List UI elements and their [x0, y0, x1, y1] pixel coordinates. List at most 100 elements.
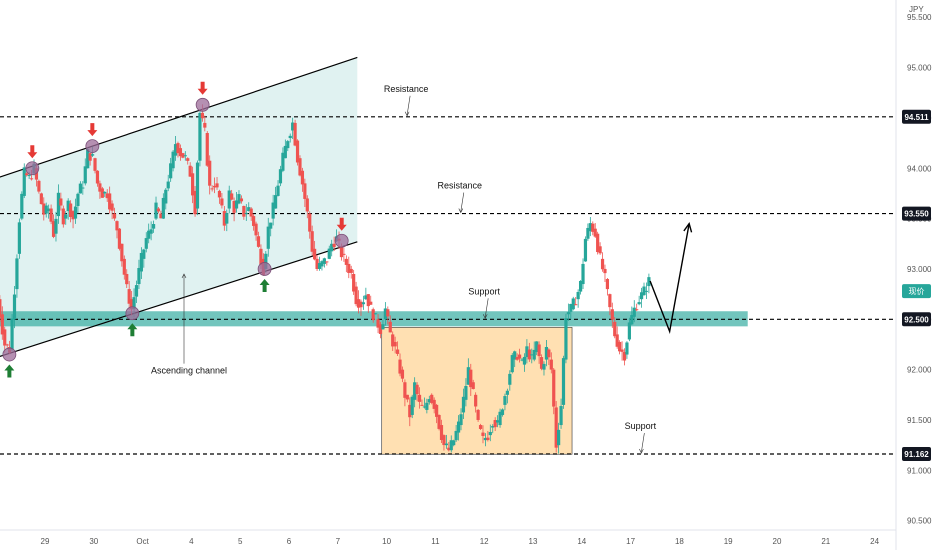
candle-body[interactable]	[86, 149, 90, 169]
candle-body[interactable]	[527, 349, 531, 360]
candle-body[interactable]	[317, 263, 322, 269]
candle-body[interactable]	[456, 421, 461, 433]
candle-body[interactable]	[173, 144, 178, 156]
candle-body[interactable]	[156, 208, 161, 212]
candle-body[interactable]	[154, 202, 158, 219]
candle-body[interactable]	[249, 208, 253, 217]
candle-body[interactable]	[505, 390, 509, 395]
candle-body[interactable]	[622, 352, 627, 361]
candle-body[interactable]	[520, 359, 524, 361]
candle-body[interactable]	[425, 402, 429, 410]
candle-body[interactable]	[486, 437, 490, 440]
candle-body[interactable]	[130, 299, 134, 310]
candle-body[interactable]	[281, 152, 285, 171]
candle-body[interactable]	[217, 190, 222, 198]
candle-body[interactable]	[503, 396, 507, 405]
candle-body[interactable]	[195, 162, 200, 209]
candle-body[interactable]	[269, 222, 273, 229]
candle-body[interactable]	[327, 248, 331, 259]
candle-body[interactable]	[620, 349, 624, 352]
candle-body[interactable]	[61, 208, 65, 225]
candle-body[interactable]	[171, 151, 175, 169]
candle-body[interactable]	[308, 213, 312, 232]
candle-body[interactable]	[193, 190, 197, 215]
candle-body[interactable]	[242, 206, 246, 217]
candle-body[interactable]	[208, 160, 212, 186]
candle-body[interactable]	[266, 226, 270, 249]
candle-body[interactable]	[286, 141, 290, 149]
candle-body[interactable]	[303, 183, 307, 199]
touch-point-4[interactable]	[195, 97, 210, 112]
candle-body[interactable]	[491, 426, 495, 428]
candle-body[interactable]	[530, 354, 534, 356]
candle-body[interactable]	[537, 344, 541, 357]
candle-body[interactable]	[191, 173, 195, 196]
candle-body[interactable]	[400, 369, 405, 379]
candle-body[interactable]	[349, 268, 353, 273]
candle-body[interactable]	[454, 430, 458, 441]
candle-body[interactable]	[237, 194, 241, 204]
candle-body[interactable]	[637, 302, 641, 305]
candle-body[interactable]	[300, 170, 305, 185]
candle-body[interactable]	[578, 280, 583, 292]
candle-body[interactable]	[532, 349, 536, 360]
candle-body[interactable]	[188, 165, 192, 177]
candle-body[interactable]	[378, 324, 383, 334]
candle-body[interactable]	[522, 356, 527, 365]
candle-body[interactable]	[410, 396, 414, 415]
candle-body[interactable]	[474, 394, 478, 407]
candle-body[interactable]	[56, 192, 61, 217]
candle-body[interactable]	[142, 249, 146, 259]
candle-body[interactable]	[395, 349, 400, 354]
candle-body[interactable]	[369, 301, 373, 305]
candle-body[interactable]	[203, 122, 207, 128]
candle-body[interactable]	[435, 404, 439, 417]
candle-body[interactable]	[381, 324, 385, 330]
candle-body[interactable]	[535, 341, 539, 353]
candle-body[interactable]	[271, 202, 275, 219]
candle-body[interactable]	[183, 155, 187, 157]
touch-point-2[interactable]	[85, 139, 100, 153]
candle-body[interactable]	[90, 154, 95, 156]
candle-body[interactable]	[139, 252, 143, 272]
candle-body[interactable]	[608, 294, 612, 308]
candle-body[interactable]	[542, 363, 546, 370]
candle-body[interactable]	[571, 298, 575, 310]
candle-body[interactable]	[476, 409, 480, 420]
candle-body[interactable]	[591, 223, 595, 232]
candle-body[interactable]	[439, 425, 444, 441]
touch-point-0[interactable]	[2, 347, 17, 362]
candle-body[interactable]	[256, 236, 261, 247]
candle-body[interactable]	[632, 307, 636, 317]
candle-body[interactable]	[586, 227, 590, 239]
candle-body[interactable]	[342, 253, 346, 255]
candle-body[interactable]	[220, 198, 224, 206]
candle-body[interactable]	[103, 191, 107, 194]
candle-body[interactable]	[47, 208, 51, 212]
candle-body[interactable]	[98, 183, 102, 192]
candle-body[interactable]	[210, 188, 214, 190]
candle-body[interactable]	[627, 322, 631, 340]
candle-body[interactable]	[371, 309, 375, 321]
candle-body[interactable]	[347, 263, 351, 273]
candle-body[interactable]	[252, 216, 256, 226]
candle-body[interactable]	[471, 382, 475, 389]
candle-body[interactable]	[134, 285, 139, 297]
candle-body[interactable]	[600, 258, 605, 270]
candle-body[interactable]	[420, 404, 424, 406]
consolidation-box[interactable]	[381, 327, 573, 455]
candle-body[interactable]	[403, 382, 407, 398]
candle-body[interactable]	[447, 447, 451, 451]
candle-body[interactable]	[230, 193, 234, 200]
candle-body[interactable]	[444, 443, 448, 446]
candle-body[interactable]	[510, 355, 514, 373]
candle-body[interactable]	[330, 243, 334, 252]
candle-body[interactable]	[508, 373, 512, 385]
candle-body[interactable]	[83, 166, 87, 184]
candle-body[interactable]	[466, 367, 470, 385]
candle-body[interactable]	[227, 190, 231, 209]
candle-body[interactable]	[27, 175, 31, 177]
candle-body[interactable]	[95, 170, 100, 184]
candle-body[interactable]	[288, 135, 292, 139]
candle-body[interactable]	[59, 198, 63, 206]
